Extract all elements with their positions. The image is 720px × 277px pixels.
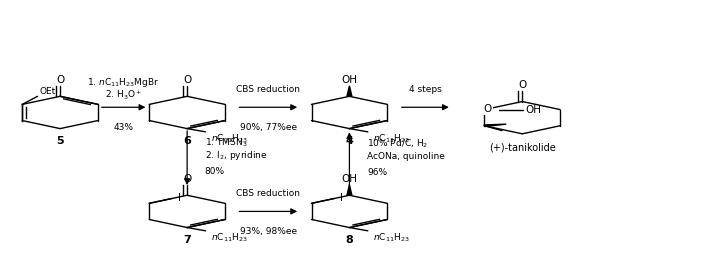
Text: $n$C$_{11}$H$_{23}$: $n$C$_{11}$H$_{23}$ bbox=[211, 232, 248, 244]
Text: 2. I$_2$, pyridine: 2. I$_2$, pyridine bbox=[204, 149, 267, 162]
Text: O: O bbox=[183, 174, 192, 184]
Text: 80%: 80% bbox=[204, 166, 225, 176]
Text: I: I bbox=[178, 194, 181, 204]
Text: 1. TMSN$_3$: 1. TMSN$_3$ bbox=[204, 136, 248, 149]
Text: OH: OH bbox=[341, 174, 357, 184]
Text: CBS reduction: CBS reduction bbox=[236, 189, 300, 198]
Text: 4: 4 bbox=[346, 136, 354, 146]
Text: (+)-tanikolide: (+)-tanikolide bbox=[489, 143, 556, 153]
Text: 90%, 77%ee: 90%, 77%ee bbox=[240, 123, 297, 132]
Text: 2. H$_3$O$^+$: 2. H$_3$O$^+$ bbox=[105, 89, 143, 102]
Polygon shape bbox=[347, 86, 352, 96]
Text: I: I bbox=[340, 194, 343, 204]
Text: O: O bbox=[56, 75, 64, 84]
Text: O: O bbox=[518, 80, 526, 90]
Text: $n$C$_{11}$H$_{23}$: $n$C$_{11}$H$_{23}$ bbox=[374, 133, 410, 145]
Text: 1. $n$C$_{11}$H$_{23}$MgBr: 1. $n$C$_{11}$H$_{23}$MgBr bbox=[87, 76, 160, 89]
Text: 8: 8 bbox=[346, 235, 354, 245]
Text: 4 steps: 4 steps bbox=[409, 85, 441, 94]
Text: O: O bbox=[484, 104, 492, 114]
Polygon shape bbox=[484, 124, 506, 127]
Text: 43%: 43% bbox=[114, 123, 134, 132]
Text: $n$C$_{11}$H$_{23}$: $n$C$_{11}$H$_{23}$ bbox=[211, 133, 248, 145]
Text: CBS reduction: CBS reduction bbox=[236, 85, 300, 94]
Text: OH: OH bbox=[526, 105, 541, 115]
Text: 10% Pd/C, H$_2$: 10% Pd/C, H$_2$ bbox=[367, 137, 428, 150]
Polygon shape bbox=[347, 185, 352, 195]
Text: 7: 7 bbox=[184, 235, 191, 245]
Text: 96%: 96% bbox=[367, 168, 387, 177]
Text: OH: OH bbox=[341, 75, 357, 85]
Text: OEt: OEt bbox=[40, 86, 56, 96]
Text: 5: 5 bbox=[56, 136, 64, 146]
Text: 6: 6 bbox=[183, 136, 191, 146]
Text: O: O bbox=[183, 75, 192, 85]
Text: $n$C$_{11}$H$_{23}$: $n$C$_{11}$H$_{23}$ bbox=[374, 232, 410, 244]
Text: AcONa, quinoline: AcONa, quinoline bbox=[367, 152, 445, 161]
Text: 93%, 98%ee: 93%, 98%ee bbox=[240, 227, 297, 236]
